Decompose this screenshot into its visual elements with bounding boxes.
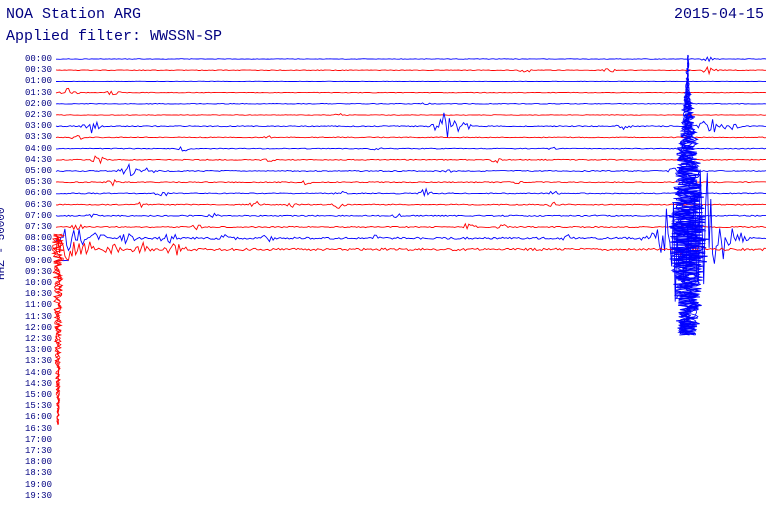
time-label: 07:30	[16, 222, 52, 232]
time-label: 04:30	[16, 155, 52, 165]
time-label: 17:30	[16, 446, 52, 456]
seismogram-plot	[0, 0, 770, 509]
time-label: 16:30	[16, 424, 52, 434]
time-label: 03:00	[16, 121, 52, 131]
time-label: 06:00	[16, 188, 52, 198]
seismic-trace	[56, 136, 766, 140]
seismic-trace	[56, 202, 766, 209]
time-label: 05:30	[16, 177, 52, 187]
time-label: 09:00	[16, 256, 52, 266]
time-label: 05:00	[16, 166, 52, 176]
time-label: 00:30	[16, 65, 52, 75]
seismic-trace	[56, 224, 766, 230]
time-label: 15:30	[16, 401, 52, 411]
seismic-trace	[56, 113, 766, 138]
seismic-trace	[56, 189, 766, 196]
time-label: 02:30	[16, 110, 52, 120]
time-label: 12:30	[16, 334, 52, 344]
time-label: 14:30	[16, 379, 52, 389]
time-label: 07:00	[16, 211, 52, 221]
time-label: 12:00	[16, 323, 52, 333]
seismic-trace	[56, 103, 766, 105]
time-label: 06:30	[16, 200, 52, 210]
seismic-trace	[56, 156, 766, 163]
seismic-trace	[56, 67, 766, 74]
time-label: 16:00	[16, 412, 52, 422]
seismic-trace	[56, 114, 766, 116]
time-label: 19:00	[16, 480, 52, 490]
time-label: 04:00	[16, 144, 52, 154]
time-label: 09:30	[16, 267, 52, 277]
seismic-trace	[56, 164, 766, 175]
time-label: 18:30	[16, 468, 52, 478]
time-label: 11:30	[16, 312, 52, 322]
time-label: 08:30	[16, 244, 52, 254]
seismic-trace	[56, 213, 766, 217]
time-label: 03:30	[16, 132, 52, 142]
time-label: 02:00	[16, 99, 52, 109]
time-label: 18:00	[16, 457, 52, 467]
seismic-trace	[56, 180, 766, 186]
seismic-trace	[56, 170, 766, 302]
time-label: 11:00	[16, 300, 52, 310]
time-label: 13:30	[16, 356, 52, 366]
time-label: 14:00	[16, 368, 52, 378]
time-label: 15:00	[16, 390, 52, 400]
time-label: 17:00	[16, 435, 52, 445]
time-label: 08:00	[16, 233, 52, 243]
time-label: 01:30	[16, 88, 52, 98]
time-label: 10:30	[16, 289, 52, 299]
time-label: 13:00	[16, 345, 52, 355]
seismic-trace	[56, 88, 766, 94]
time-label: 01:00	[16, 76, 52, 86]
time-label: 10:00	[16, 278, 52, 288]
seismic-trace	[56, 57, 766, 61]
time-label: 00:00	[16, 54, 52, 64]
time-label: 19:30	[16, 491, 52, 501]
seismic-trace	[56, 147, 766, 151]
